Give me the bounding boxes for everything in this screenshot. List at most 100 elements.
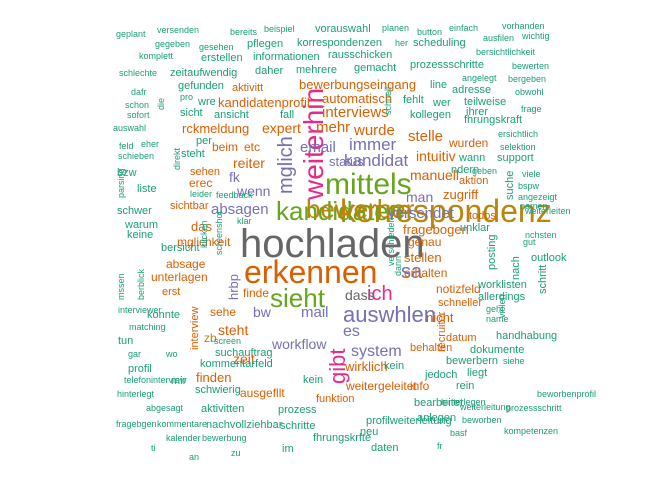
word-workflow: datum: [446, 332, 477, 344]
word-verschieden: die: [156, 97, 166, 110]
word-feedback: zugriff: [443, 187, 479, 202]
word-rckmeldung: rckmeldung: [182, 121, 250, 136]
word-klicken: zb: [204, 331, 217, 345]
word-bersichtlichkeit: bersichtlichkeit: [476, 47, 536, 57]
word-her: her: [395, 38, 409, 48]
word-zeitaufwendig: zeitaufwendig: [170, 67, 238, 79]
word-versenden: versenden: [157, 25, 200, 35]
word-weiterleiten: warum: [125, 219, 159, 231]
word-erstellen: erstellen: [201, 52, 243, 64]
word-schnell: recruiter: [436, 311, 448, 352]
word-tool: ndern: [451, 164, 480, 176]
word-feld: feld: [119, 141, 134, 151]
word-unklar: nchsten: [525, 230, 557, 240]
word-beim: beim: [212, 140, 239, 154]
word-einfach: einfach: [449, 23, 479, 33]
word-status: intuitiv: [416, 148, 456, 164]
word-rausschicken: rausschicken: [328, 49, 393, 61]
word-liste: feedback: [216, 190, 253, 200]
word-suchauftrag: zeit: [233, 351, 255, 367]
word-mglichkeit: genau: [408, 235, 442, 249]
word-handhabung: tun: [118, 335, 134, 347]
word-fhrungskrfte: fr: [437, 441, 443, 451]
word-parsing: parsing: [116, 168, 126, 198]
word-kandidat: kandidat: [344, 151, 409, 170]
word-zeit: behalten: [410, 342, 453, 354]
word-mir: kein: [303, 374, 324, 386]
word-erkennen: ti: [151, 443, 156, 453]
word-eher: eher: [141, 139, 160, 149]
word-aktivitten: profilweiterleitung: [366, 415, 452, 427]
word-vielen: geht: [486, 304, 504, 314]
word-nachvollziehbar: neu: [360, 426, 379, 438]
word-posting: allerdings: [478, 291, 526, 303]
word-steht: steht: [181, 148, 205, 160]
word-schneller: vielen: [497, 294, 507, 318]
word-wurden: wurden: [449, 136, 489, 150]
word-hrbp: posting: [486, 234, 498, 270]
word-auswhlen: dokumente: [470, 344, 525, 356]
word-frage: frage: [521, 104, 542, 114]
word-hinterlegen: abgesagt: [146, 403, 184, 413]
word-unbersichtlich: steht: [218, 322, 249, 338]
word-genau: gut: [523, 237, 536, 247]
word-mail: schneller: [438, 297, 483, 309]
word-namen: namen: [520, 201, 548, 211]
word-ersichtlich: ersichtlich: [498, 129, 539, 139]
word-anlegen: fragebgen: [116, 419, 157, 429]
word-geplant: geplant: [116, 29, 146, 39]
word-angezeigt: schwer: [117, 205, 152, 217]
word-scheduling: scheduling: [413, 37, 466, 49]
word-gemacht: gemacht: [354, 62, 397, 74]
word-konnte: sehe: [210, 305, 237, 319]
word-aktion: bspw: [518, 181, 540, 191]
word-info: hinterlegen: [441, 397, 486, 407]
word-pflegen: pflegen: [247, 38, 284, 50]
word-interviewer: name: [486, 314, 509, 324]
word-bewerten: bewerten: [512, 61, 550, 71]
word-das: fragebogen: [403, 222, 469, 237]
word-schritt: konnte: [147, 309, 181, 321]
word-dafr: dafr: [131, 87, 147, 97]
word-planen: planen: [382, 23, 410, 33]
word-selektion: selektion: [500, 142, 536, 152]
word-sofort: sofort: [127, 110, 150, 120]
word-bearbeitung: aktivitt: [232, 82, 264, 94]
word-wurde: wurde: [354, 122, 395, 139]
word-funktion: weiterleitung: [460, 402, 511, 412]
word-gesehen: gesehen: [199, 42, 234, 52]
word-manager: nicht: [426, 310, 454, 325]
word-fhrungskraft: fhrungskraft: [464, 114, 523, 126]
word-daher: daher: [255, 65, 284, 77]
word-screenshot: direkt: [172, 147, 182, 170]
word-liegt: mir: [171, 375, 187, 387]
word-finde: notizfeld: [436, 282, 481, 296]
word-beworben: kommentare: [157, 419, 208, 429]
word-sichtbar: absagen: [211, 201, 269, 218]
word-neu: kompetenzen: [504, 426, 559, 436]
word-erhalten: worklisten: [478, 279, 527, 291]
word-adresse: adresse: [452, 84, 492, 96]
word-zugriff: angezeigt: [518, 192, 558, 202]
word-informationen: informationen: [253, 51, 320, 63]
word-beworbenprofil: funktion: [316, 393, 355, 405]
word-absage: erhalten: [404, 266, 448, 280]
word-fall: fall: [280, 109, 295, 121]
word-erec: wenn: [237, 183, 271, 199]
word-name: matching: [129, 322, 166, 332]
word-kandidaten: hochladen: [240, 222, 425, 266]
word-weitergeleitet: rein: [456, 380, 475, 392]
word-verffentlichen: hinterlegt: [117, 389, 155, 399]
word-system: ich: [367, 283, 393, 305]
word-sf: verschieden: [386, 217, 396, 266]
word-schieben: schieben: [118, 151, 155, 161]
word-schon: schon: [125, 100, 150, 110]
word-ausgefllt: info: [410, 379, 430, 393]
word-korrespondenzen: korrespondenzen: [297, 37, 383, 49]
word-interviews: interviews: [322, 104, 389, 121]
word-job: schnell: [383, 86, 393, 115]
word-sehe: bw: [253, 304, 271, 320]
word-wann: support: [497, 152, 534, 164]
word-nchsten: keine: [127, 229, 154, 241]
